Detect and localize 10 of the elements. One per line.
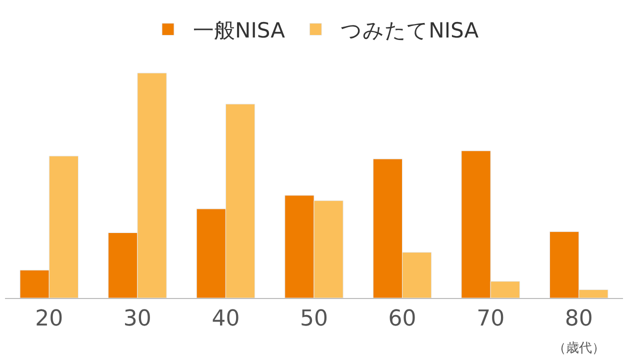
x-tick-label: 70 (476, 306, 505, 332)
x-tick-label: 20 (35, 306, 64, 332)
x-tick-label: 60 (388, 306, 416, 332)
legend-label: 一般NISA (193, 18, 286, 42)
x-axis-title: （歳代） (553, 341, 605, 356)
x-tick-label: 30 (123, 306, 152, 332)
legend-label: つみたてNISA (340, 18, 480, 42)
x-tick-label: 50 (300, 306, 328, 332)
x-tick-label: 40 (212, 306, 240, 332)
x-tick-label: 80 (564, 306, 593, 332)
